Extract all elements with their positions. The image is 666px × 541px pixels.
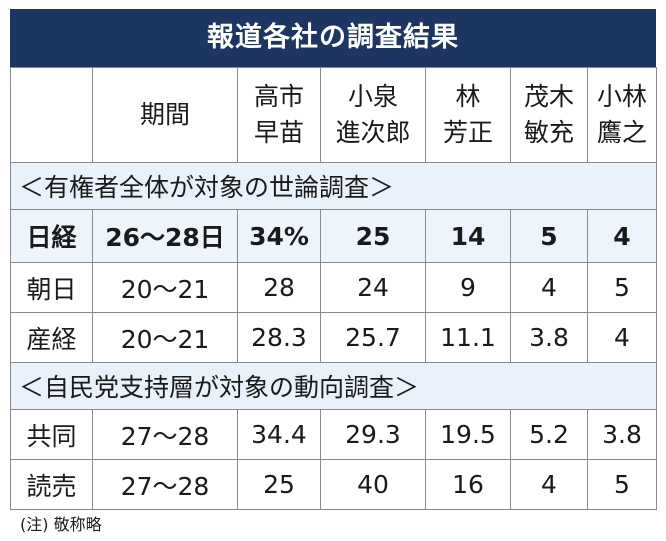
candidate-given-name: 敏充 xyxy=(523,118,574,147)
value-cell: 14 xyxy=(425,209,511,263)
candidate-surname: 林 xyxy=(455,82,481,111)
value-cell: 5 xyxy=(587,459,657,510)
outlet-name: 共同 xyxy=(10,409,93,460)
value-cell: 5 xyxy=(510,209,588,263)
header-candidate-2: 小泉 進次郎 xyxy=(320,67,426,163)
outlet-name: 産経 xyxy=(10,312,93,363)
value-cell: 9 xyxy=(425,262,511,313)
candidate-surname: 茂木 xyxy=(523,82,574,111)
candidate-given-name: 鷹之 xyxy=(596,118,647,147)
section-label: ＜有権者全体が対象の世論調査＞ xyxy=(10,162,657,210)
footnote: (注) 敬称略 xyxy=(20,515,102,534)
candidate-surname: 高市 xyxy=(253,82,304,111)
value-cell: 40 xyxy=(320,459,426,510)
section-header-voters: ＜有権者全体が対象の世論調査＞ xyxy=(10,162,657,210)
candidate-surname: 小泉 xyxy=(347,82,398,111)
value-cell: 4 xyxy=(587,312,657,363)
value-cell: 34% xyxy=(237,209,321,263)
survey-period: 20〜21 xyxy=(92,312,238,363)
survey-period: 27〜28 xyxy=(92,459,238,510)
value-cell: 4 xyxy=(510,459,588,510)
header-outlet-cell xyxy=(10,67,93,163)
header-candidate-3: 林芳正 xyxy=(425,67,511,163)
survey-period: 27〜28 xyxy=(92,409,238,460)
outlet-name: 読売 xyxy=(10,459,93,510)
section-header-ldp-supporters: ＜自民党支持層が対象の動向調査＞ xyxy=(10,362,657,410)
table-row: 共同 27〜28 34.4 29.3 19.5 5.2 3.8 xyxy=(10,409,657,460)
value-cell: 25 xyxy=(237,459,321,510)
table-row: 読売 27〜28 25 40 16 4 5 xyxy=(10,459,657,510)
header-candidate-1: 高市 早苗 xyxy=(237,67,321,163)
value-cell: 28 xyxy=(237,262,321,313)
value-cell: 25 xyxy=(320,209,426,263)
value-cell: 4 xyxy=(510,262,588,313)
table-row: 日経 26〜28日 34% 25 14 5 4 xyxy=(10,209,657,263)
survey-results-panel: 報道各社の調査結果 期間 高市早苗 小泉進次郎 林芳正 茂木敏充 小林鷹之 ＜有… xyxy=(10,9,657,510)
value-cell: 5 xyxy=(587,262,657,313)
value-cell: 25.7 xyxy=(320,312,426,363)
value-cell: 4 xyxy=(587,209,657,263)
value-cell: 19.5 xyxy=(425,409,511,460)
value-cell: 3.8 xyxy=(510,312,588,363)
header-candidate-4: 茂木 敏充 xyxy=(510,67,588,163)
candidate-given-name: 進次郎 xyxy=(335,118,411,147)
table-row: 朝日 20〜21 28 24 9 4 5 xyxy=(10,262,657,313)
survey-table: 期間 高市早苗 小泉進次郎 林芳正 茂木敏充 小林鷹之 ＜有権者全体が対象の世論… xyxy=(10,67,657,510)
outlet-name: 日経 xyxy=(10,209,93,263)
section-label: ＜自民党支持層が対象の動向調査＞ xyxy=(10,362,657,410)
value-cell: 34.4 xyxy=(237,409,321,460)
header-candidate-5: 小林 鷹之 xyxy=(587,67,657,163)
table-title: 報道各社の調査結果 xyxy=(10,9,656,67)
value-cell: 28.3 xyxy=(237,312,321,363)
value-cell: 29.3 xyxy=(320,409,426,460)
candidate-given-name: 早苗 xyxy=(253,118,304,147)
value-cell: 16 xyxy=(425,459,511,510)
header-row: 期間 高市早苗 小泉進次郎 林芳正 茂木敏充 小林鷹之 xyxy=(10,67,657,163)
value-cell: 5.2 xyxy=(510,409,588,460)
value-cell: 3.8 xyxy=(587,409,657,460)
outlet-name: 朝日 xyxy=(10,262,93,313)
value-cell: 24 xyxy=(320,262,426,313)
survey-period: 26〜28日 xyxy=(92,209,238,263)
header-period: 期間 xyxy=(92,67,238,163)
value-cell: 11.1 xyxy=(425,312,511,363)
candidate-surname: 小林 xyxy=(596,82,647,111)
survey-period: 20〜21 xyxy=(92,262,238,313)
table-row: 産経 20〜21 28.3 25.7 11.1 3.8 4 xyxy=(10,312,657,363)
candidate-given-name: 芳正 xyxy=(442,118,493,147)
